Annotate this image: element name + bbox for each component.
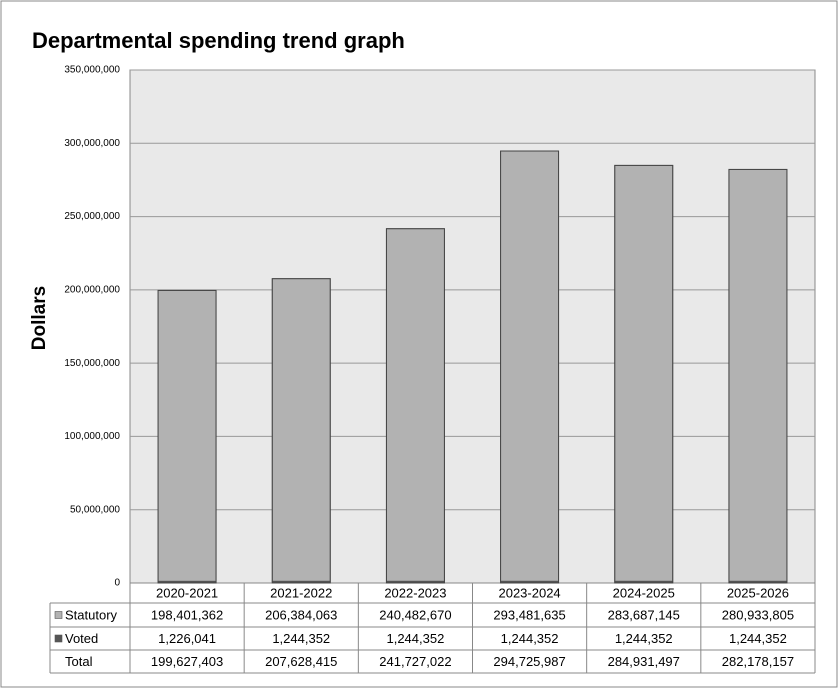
y-tick-label: 350,000,000 <box>64 65 120 76</box>
table-value: 240,482,670 <box>379 607 451 622</box>
table-total: 284,931,497 <box>608 654 680 669</box>
plot-area <box>129 69 816 584</box>
y-tick-label: 300,000,000 <box>64 138 120 149</box>
table-total: 241,727,022 <box>379 654 451 669</box>
table-value: 280,933,805 <box>722 607 794 622</box>
table-value: 1,244,352 <box>272 631 330 646</box>
chart-title: Departmental spending trend graph <box>32 28 405 53</box>
legend-label: Statutory <box>65 607 118 622</box>
bar-total-outline <box>271 278 331 584</box>
y-tick-label: 0 <box>114 578 120 589</box>
bar-segment <box>386 228 445 582</box>
table-value: 1,244,352 <box>729 631 787 646</box>
table-value: 293,481,635 <box>493 607 565 622</box>
y-tick-label: 200,000,000 <box>64 284 120 295</box>
table-total: 294,725,987 <box>493 654 565 669</box>
y-tick-label: 50,000,000 <box>70 504 120 515</box>
y-tick-label: 100,000,000 <box>64 431 120 442</box>
bar-total-outline <box>614 164 674 584</box>
x-tick-label: 2021-2022 <box>270 585 332 600</box>
x-tick-label: 2023-2024 <box>498 585 560 600</box>
table-value: 1,244,352 <box>501 631 559 646</box>
bar-segment <box>157 290 217 582</box>
table-value: 198,401,362 <box>151 607 223 622</box>
bar-segment <box>271 278 331 582</box>
table-total: 207,628,415 <box>265 654 337 669</box>
bar-segment <box>728 169 788 582</box>
bar-total-outline <box>728 168 788 584</box>
bar-segment <box>500 150 559 582</box>
y-tick-label: 250,000,000 <box>64 211 120 222</box>
table-value: 1,226,041 <box>158 631 216 646</box>
table-value: 206,384,063 <box>265 607 337 622</box>
table-value: 283,687,145 <box>608 607 680 622</box>
legend-swatch <box>54 634 63 643</box>
table-total: 199,627,403 <box>151 654 223 669</box>
table-value: 1,244,352 <box>615 631 673 646</box>
legend-label: Voted <box>65 631 98 646</box>
total-label: Total <box>65 654 93 669</box>
bar-segment <box>614 164 674 582</box>
x-tick-label: 2022-2023 <box>384 585 446 600</box>
x-tick-label: 2020-2021 <box>156 585 218 600</box>
bar-total-outline <box>385 228 445 584</box>
x-tick-label: 2024-2025 <box>613 585 675 600</box>
table-value: 1,244,352 <box>386 631 444 646</box>
x-tick-label: 2025-2026 <box>727 585 789 600</box>
bar-total-outline <box>500 150 560 584</box>
bar-total-outline <box>157 289 217 584</box>
y-axis-label: Dollars <box>29 286 50 350</box>
legend-swatch <box>54 611 63 619</box>
y-tick-label: 150,000,000 <box>64 358 120 369</box>
table-total: 282,178,157 <box>722 654 794 669</box>
